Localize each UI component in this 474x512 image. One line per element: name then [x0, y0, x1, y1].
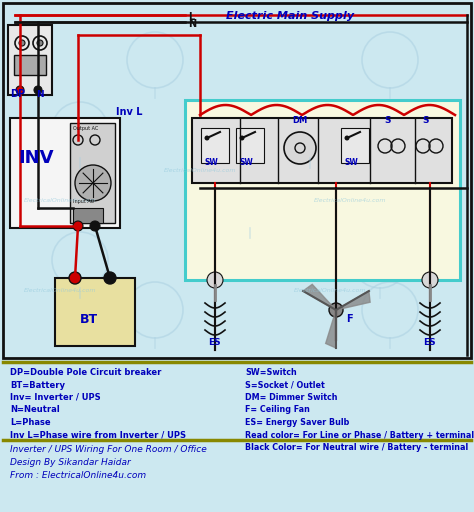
Text: INV: INV — [18, 149, 54, 167]
Bar — [3, 440, 471, 512]
Text: DP: DP — [10, 89, 25, 99]
Circle shape — [329, 303, 343, 317]
Text: ES= Energy Saver Bulb: ES= Energy Saver Bulb — [245, 418, 349, 427]
Text: DP=Double Pole Circuit breaker: DP=Double Pole Circuit breaker — [10, 368, 161, 377]
Text: BT: BT — [80, 313, 98, 326]
Text: SW: SW — [240, 158, 254, 167]
Text: Inv= Inverter / UPS: Inv= Inverter / UPS — [10, 393, 100, 402]
Polygon shape — [336, 291, 370, 310]
Text: DM: DM — [292, 116, 307, 125]
Text: BT=Battery: BT=Battery — [10, 380, 65, 390]
Text: ElectricalOnline4u.com: ElectricalOnline4u.com — [294, 288, 366, 292]
Text: ES: ES — [208, 338, 220, 347]
Bar — [341, 128, 369, 163]
Text: Black Color= For Neutral wire / Battery - terminal: Black Color= For Neutral wire / Battery … — [245, 443, 468, 452]
Circle shape — [284, 132, 316, 164]
Bar — [10, 118, 120, 228]
Text: Output AC: Output AC — [73, 126, 98, 131]
Bar — [70, 123, 115, 223]
Bar — [14, 55, 46, 75]
Circle shape — [422, 272, 438, 288]
Circle shape — [204, 136, 210, 140]
Circle shape — [16, 86, 24, 94]
Circle shape — [73, 221, 83, 231]
Text: SW=Switch: SW=Switch — [245, 368, 297, 377]
Text: F= Ceiling Fan: F= Ceiling Fan — [245, 406, 310, 415]
Text: DM= Dimmer Switch: DM= Dimmer Switch — [245, 393, 337, 402]
Bar — [3, 362, 471, 440]
Text: ES: ES — [423, 338, 436, 347]
Circle shape — [104, 272, 116, 284]
Text: ElectricalOnline4u.com: ElectricalOnline4u.com — [314, 198, 386, 203]
Polygon shape — [303, 284, 336, 310]
Text: Inv L: Inv L — [116, 107, 143, 117]
Text: Design By Sikandar Haidar: Design By Sikandar Haidar — [10, 458, 131, 467]
Circle shape — [37, 40, 43, 46]
Text: L: L — [188, 12, 194, 22]
Circle shape — [69, 272, 81, 284]
Circle shape — [207, 272, 223, 288]
Text: Input AC: Input AC — [73, 199, 94, 204]
Bar — [3, 3, 471, 358]
Circle shape — [345, 136, 349, 140]
Text: Read color= For Line or Phase / Battery + terminal: Read color= For Line or Phase / Battery … — [245, 431, 474, 439]
Bar — [185, 100, 460, 280]
Text: SW: SW — [205, 158, 219, 167]
Text: N: N — [36, 90, 44, 99]
Text: S=Socket / Outlet: S=Socket / Outlet — [245, 380, 325, 390]
Bar — [192, 118, 452, 183]
Text: Inverter / UPS Wiring For One Room / Office: Inverter / UPS Wiring For One Room / Off… — [10, 445, 207, 454]
Circle shape — [90, 221, 100, 231]
Bar — [73, 208, 103, 223]
Text: L=Phase: L=Phase — [10, 418, 51, 427]
Text: ElectricalOnline4u.com: ElectricalOnline4u.com — [164, 167, 236, 173]
Bar — [55, 278, 135, 346]
Text: N=Neutral: N=Neutral — [10, 406, 60, 415]
Text: S: S — [422, 116, 428, 125]
Circle shape — [239, 136, 245, 140]
Text: ElectricalOnline4u.com: ElectricalOnline4u.com — [24, 288, 96, 292]
Text: Electric Main Supply: Electric Main Supply — [226, 11, 354, 21]
Bar — [201, 128, 229, 163]
Text: N: N — [188, 19, 196, 29]
Text: Inv L=Phase wire from Inverter / UPS: Inv L=Phase wire from Inverter / UPS — [10, 431, 186, 439]
Text: ElectricalOnline4u.com: ElectricalOnline4u.com — [24, 198, 96, 203]
Text: From : ElectricalOnline4u.com: From : ElectricalOnline4u.com — [10, 471, 146, 480]
Circle shape — [19, 40, 25, 46]
Circle shape — [75, 165, 111, 201]
Polygon shape — [326, 310, 336, 348]
Text: F: F — [346, 314, 353, 324]
Text: S: S — [384, 116, 391, 125]
Circle shape — [34, 86, 42, 94]
Bar — [236, 128, 264, 163]
Text: SW: SW — [345, 158, 359, 167]
Bar — [8, 25, 52, 95]
